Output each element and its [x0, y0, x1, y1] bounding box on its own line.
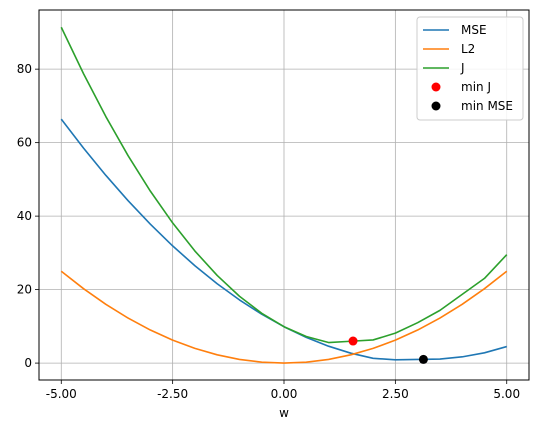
x-axis-label: w [279, 406, 289, 420]
y-tick-label: 60 [17, 136, 32, 150]
legend-box [416, 16, 524, 121]
series-line-j [60, 26, 508, 344]
x-tick-label: -5.00 [46, 387, 77, 401]
point-min-j [348, 336, 358, 346]
legend-label: MSE [461, 23, 487, 37]
y-tick-label: 80 [17, 62, 32, 76]
series-layer [60, 26, 508, 364]
y-axis-ticks: 0 20 40 60 80 [17, 62, 39, 370]
x-tick-label: 2.50 [382, 387, 409, 401]
legend-label: min MSE [461, 99, 513, 113]
points-layer [348, 336, 428, 364]
legend-label: J [460, 61, 465, 75]
legend-label: min J [461, 80, 491, 94]
point-min-mse [418, 354, 428, 364]
legend-swatch-min-mse [431, 101, 441, 111]
x-axis-ticks: -5.00 -2.50 0.00 2.50 5.00 [46, 380, 520, 401]
series-line-l2 [60, 270, 508, 364]
y-tick-label: 40 [17, 209, 32, 223]
legend-swatch-min-j [431, 82, 441, 92]
y-tick-label: 20 [17, 283, 32, 297]
x-tick-label: -2.50 [157, 387, 188, 401]
x-tick-label: 5.00 [493, 387, 520, 401]
legend-label: L2 [461, 42, 475, 56]
x-tick-label: 0.00 [271, 387, 298, 401]
y-tick-label: 0 [24, 356, 32, 370]
